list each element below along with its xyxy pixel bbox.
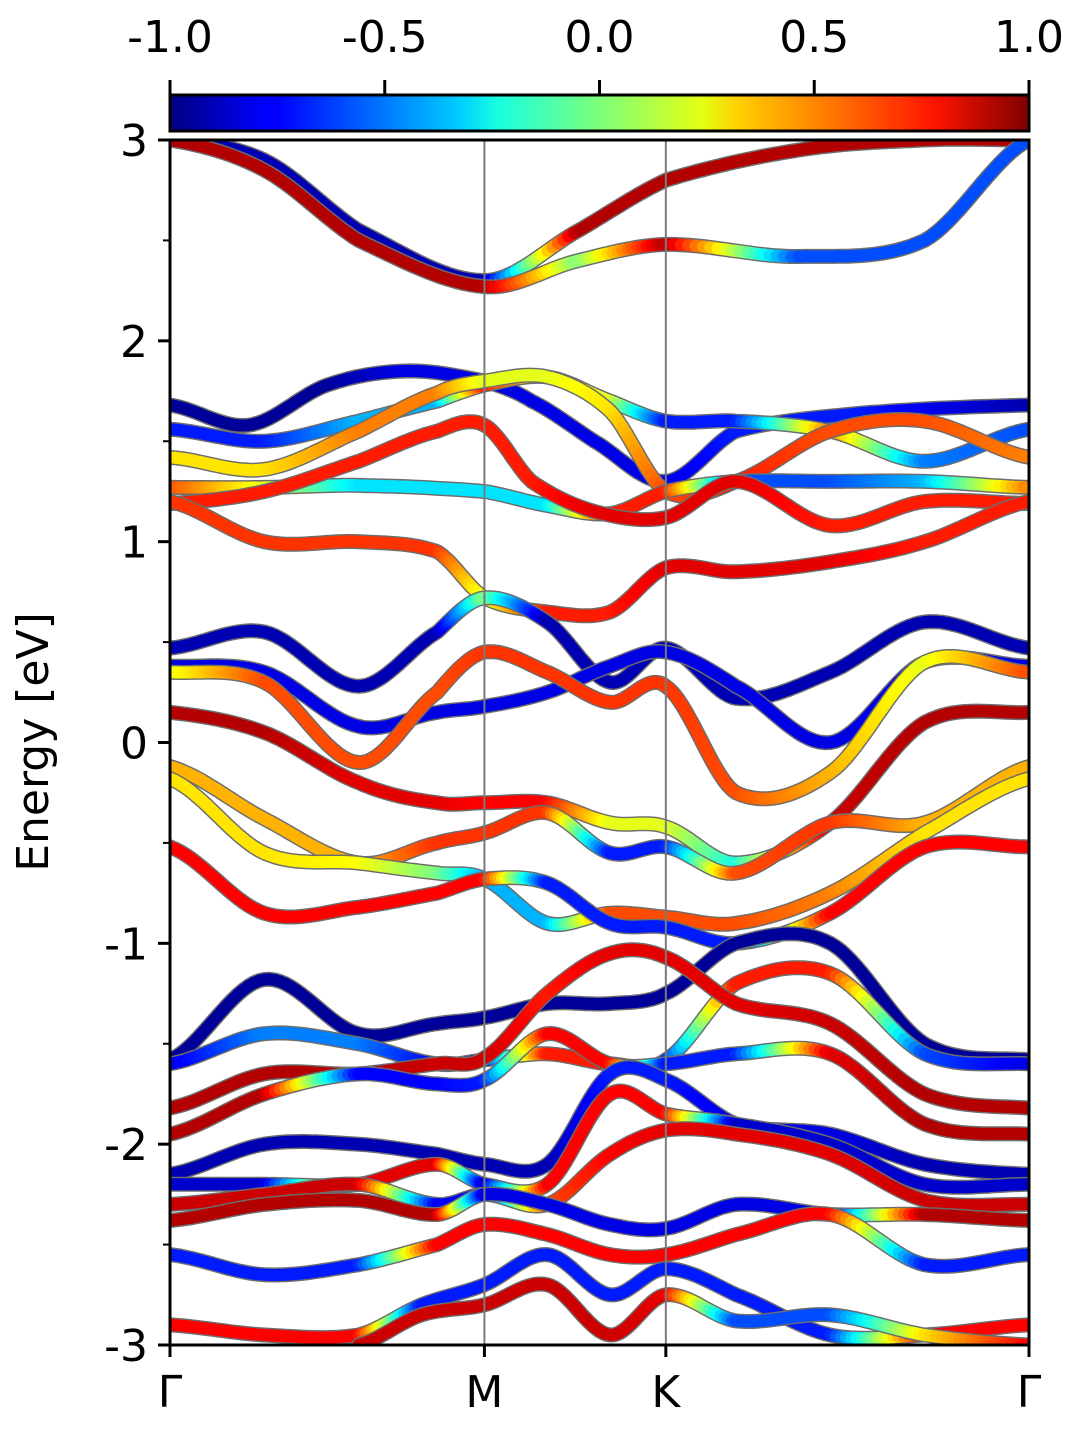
band-lines [170,139,1029,1345]
band-23 [170,1194,1029,1230]
colorbar-tick-label: 0.5 [779,12,849,63]
colorbar-tick-label: 1.0 [994,12,1064,63]
colorbar-ticks: -1.0 -0.5 0.0 0.5 1.0 [127,12,1064,95]
colorbar-tick-label: -1.0 [127,12,213,63]
colorbar-tick-label: 0.0 [565,12,635,63]
colorbar-tick-label: -0.5 [342,12,428,63]
colorbar [170,95,1029,131]
